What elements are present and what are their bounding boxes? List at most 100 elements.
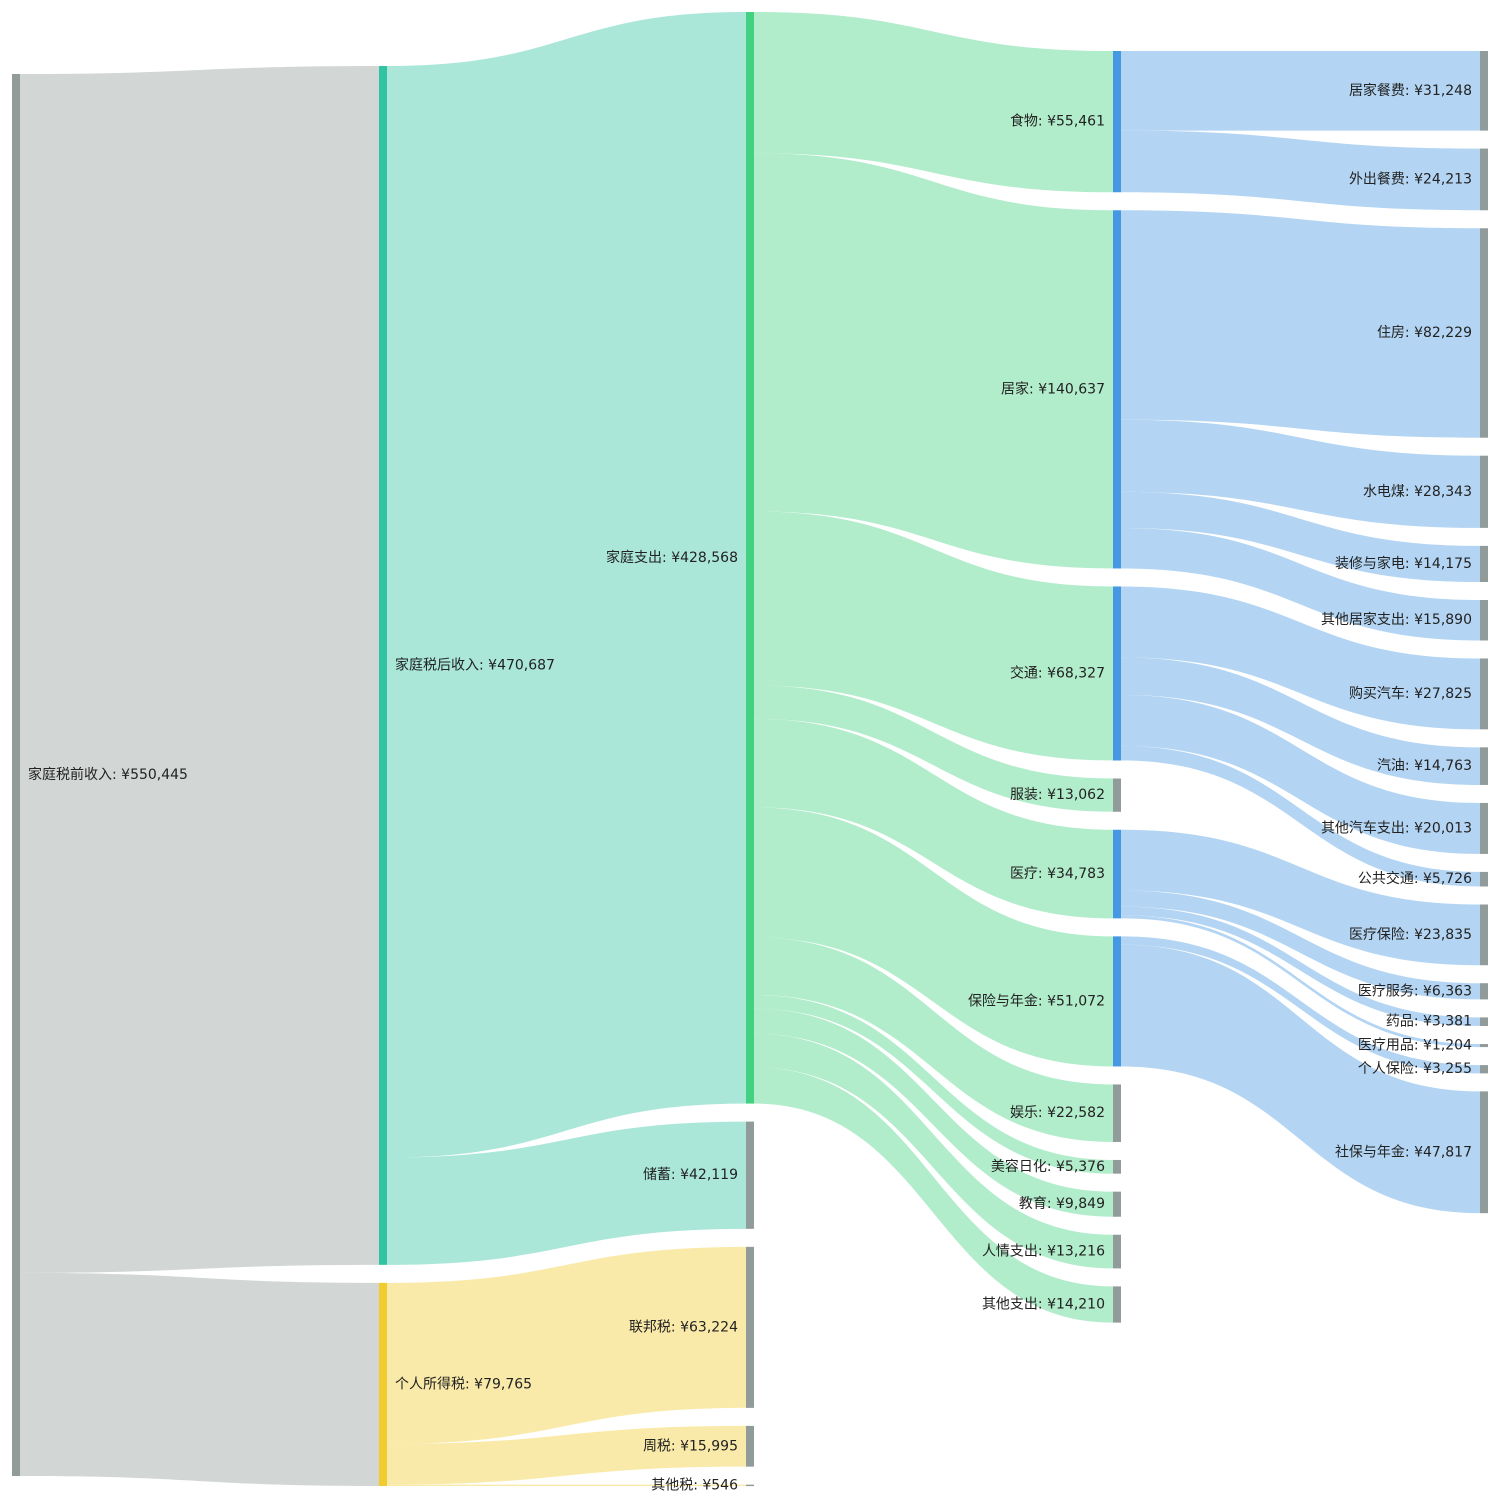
node-entertainment xyxy=(1113,1084,1121,1142)
node-label-insurance: 保险与年金: ¥51,072 xyxy=(968,993,1105,1009)
node-label-publictransit: 公共交通: ¥5,726 xyxy=(1358,870,1472,887)
node-label-drugs: 药品: ¥3,381 xyxy=(1386,1014,1472,1030)
node-label-housing: 住房: ¥82,229 xyxy=(1377,325,1472,341)
node-label-medservices: 医疗服务: ¥6,363 xyxy=(1358,983,1472,999)
link-spending-to-food xyxy=(754,12,1113,193)
node-federal xyxy=(746,1246,754,1408)
node-utilities xyxy=(1480,455,1488,528)
node-label-beauty: 美容日化: ¥5,376 xyxy=(991,1158,1105,1175)
node-state xyxy=(746,1425,754,1467)
node-incometax xyxy=(379,1282,387,1487)
node-healthins xyxy=(1480,904,1488,966)
node-label-othercar: 其他汽车支出: ¥20,013 xyxy=(1321,819,1472,836)
node-groceries xyxy=(1480,51,1488,131)
link-spending-to-otherspend xyxy=(754,1067,1113,1323)
link-medical-to-medservices xyxy=(1121,890,1480,1000)
node-gasoline xyxy=(1480,747,1488,785)
link-spending-to-clothing xyxy=(754,685,1113,812)
node-education xyxy=(1113,1191,1121,1217)
node-carpurchase xyxy=(1480,658,1488,730)
link-aftertax-to-savings xyxy=(387,1121,746,1265)
link-transport-to-gasoline xyxy=(1121,657,1480,785)
node-label-gasoline: 汽油: ¥14,763 xyxy=(1377,758,1472,774)
node-label-carpurchase: 购买汽车: ¥27,825 xyxy=(1349,685,1472,702)
node-medical xyxy=(1113,829,1121,919)
node-label-utilities: 水电煤: ¥28,343 xyxy=(1363,484,1472,500)
node-label-groceries: 居家餐费: ¥31,248 xyxy=(1349,82,1472,99)
node-label-education: 教育: ¥9,849 xyxy=(1019,1196,1105,1212)
link-aftertax-to-spending xyxy=(387,12,746,1158)
node-spending xyxy=(746,12,754,1104)
node-drugs xyxy=(1480,1017,1488,1027)
node-medservices xyxy=(1480,983,1488,1000)
node-label-aftertax: 家庭税后收入: ¥470,687 xyxy=(395,656,555,673)
node-label-entertainment: 娱乐: ¥22,582 xyxy=(1010,1105,1105,1121)
link-transport-to-carpurchase xyxy=(1121,586,1480,730)
node-pretax xyxy=(12,74,20,1476)
node-food xyxy=(1113,51,1121,193)
link-incometax-to-othertax xyxy=(387,1484,746,1487)
node-othertax xyxy=(746,1484,754,1487)
link-food-to-dining xyxy=(1121,130,1480,211)
node-aftertax xyxy=(379,66,387,1265)
node-label-otherspend: 其他支出: ¥14,210 xyxy=(982,1296,1105,1312)
link-pretax-to-aftertax xyxy=(20,66,379,1273)
link-insurance-to-personalins xyxy=(1121,936,1480,1074)
link-spending-to-education xyxy=(754,1008,1113,1217)
node-medsupplies xyxy=(1480,1044,1488,1048)
link-transport-to-publictransit xyxy=(1121,745,1480,887)
link-spending-to-transport xyxy=(754,511,1113,761)
node-clothing xyxy=(1113,778,1121,812)
node-label-state: 周税: ¥15,995 xyxy=(643,1438,738,1454)
link-food-to-groceries xyxy=(1121,51,1480,131)
link-spending-to-insurance xyxy=(754,807,1113,1067)
link-transport-to-othercar xyxy=(1121,694,1480,854)
link-home-to-utilities xyxy=(1121,419,1480,528)
link-medical-to-medsupplies xyxy=(1121,915,1480,1048)
node-label-pretax: 家庭税前收入: ¥550,445 xyxy=(28,766,188,783)
node-label-personalins: 个人保险: ¥3,255 xyxy=(1358,1061,1472,1077)
node-label-transport: 交通: ¥68,327 xyxy=(1010,664,1105,681)
link-spending-to-entertainment xyxy=(754,937,1113,1142)
node-label-otherhome: 其他居家支出: ¥15,890 xyxy=(1321,611,1472,628)
link-spending-to-gifts xyxy=(754,1033,1113,1269)
node-label-furnishing: 装修与家电: ¥14,175 xyxy=(1335,555,1472,572)
sankey-links xyxy=(20,12,1480,1487)
node-label-medical: 医疗: ¥34,783 xyxy=(1010,866,1105,882)
link-home-to-furnishing xyxy=(1121,491,1480,582)
node-label-incometax: 个人所得税: ¥79,765 xyxy=(395,1375,532,1392)
node-othercar xyxy=(1480,802,1488,854)
node-otherspend xyxy=(1113,1286,1121,1323)
link-medical-to-drugs xyxy=(1121,906,1480,1027)
node-label-gifts: 人情支出: ¥13,216 xyxy=(982,1244,1105,1260)
link-spending-to-home xyxy=(754,153,1113,569)
link-home-to-housing xyxy=(1121,210,1480,438)
link-insurance-to-pension xyxy=(1121,944,1480,1214)
node-gifts xyxy=(1113,1234,1121,1269)
node-transport xyxy=(1113,586,1121,761)
sankey-labels: 家庭税前收入: ¥550,445 家庭税后收入: ¥470,687 个人所得税: ¥… xyxy=(28,82,1472,1494)
node-pension xyxy=(1480,1091,1488,1214)
node-label-medsupplies: 医疗用品: ¥1,204 xyxy=(1358,1038,1472,1054)
link-medical-to-healthins xyxy=(1121,829,1480,966)
node-label-dining: 外出餐费: ¥24,213 xyxy=(1349,171,1472,187)
node-label-pension: 社保与年金: ¥47,817 xyxy=(1335,1144,1472,1160)
node-label-savings: 储蓄: ¥42,119 xyxy=(643,1167,738,1183)
node-personalins xyxy=(1480,1065,1488,1074)
sankey-nodes xyxy=(12,12,1488,1487)
link-pretax-to-incometax xyxy=(20,1272,379,1487)
link-incometax-to-state xyxy=(387,1425,746,1485)
node-label-healthins: 医疗保险: ¥23,835 xyxy=(1349,927,1472,943)
node-label-home: 居家: ¥140,637 xyxy=(1001,380,1105,397)
node-furnishing xyxy=(1480,545,1488,582)
node-label-clothing: 服装: ¥13,062 xyxy=(1010,787,1105,803)
link-spending-to-beauty xyxy=(754,994,1113,1174)
node-label-othertax: 其他税: ¥546 xyxy=(651,1477,738,1493)
link-spending-to-medical xyxy=(754,718,1113,919)
link-incometax-to-federal xyxy=(387,1246,746,1444)
node-label-spending: 家庭支出: ¥428,568 xyxy=(606,549,738,566)
node-housing xyxy=(1480,228,1488,438)
node-dining xyxy=(1480,148,1488,211)
node-insurance xyxy=(1113,936,1121,1067)
